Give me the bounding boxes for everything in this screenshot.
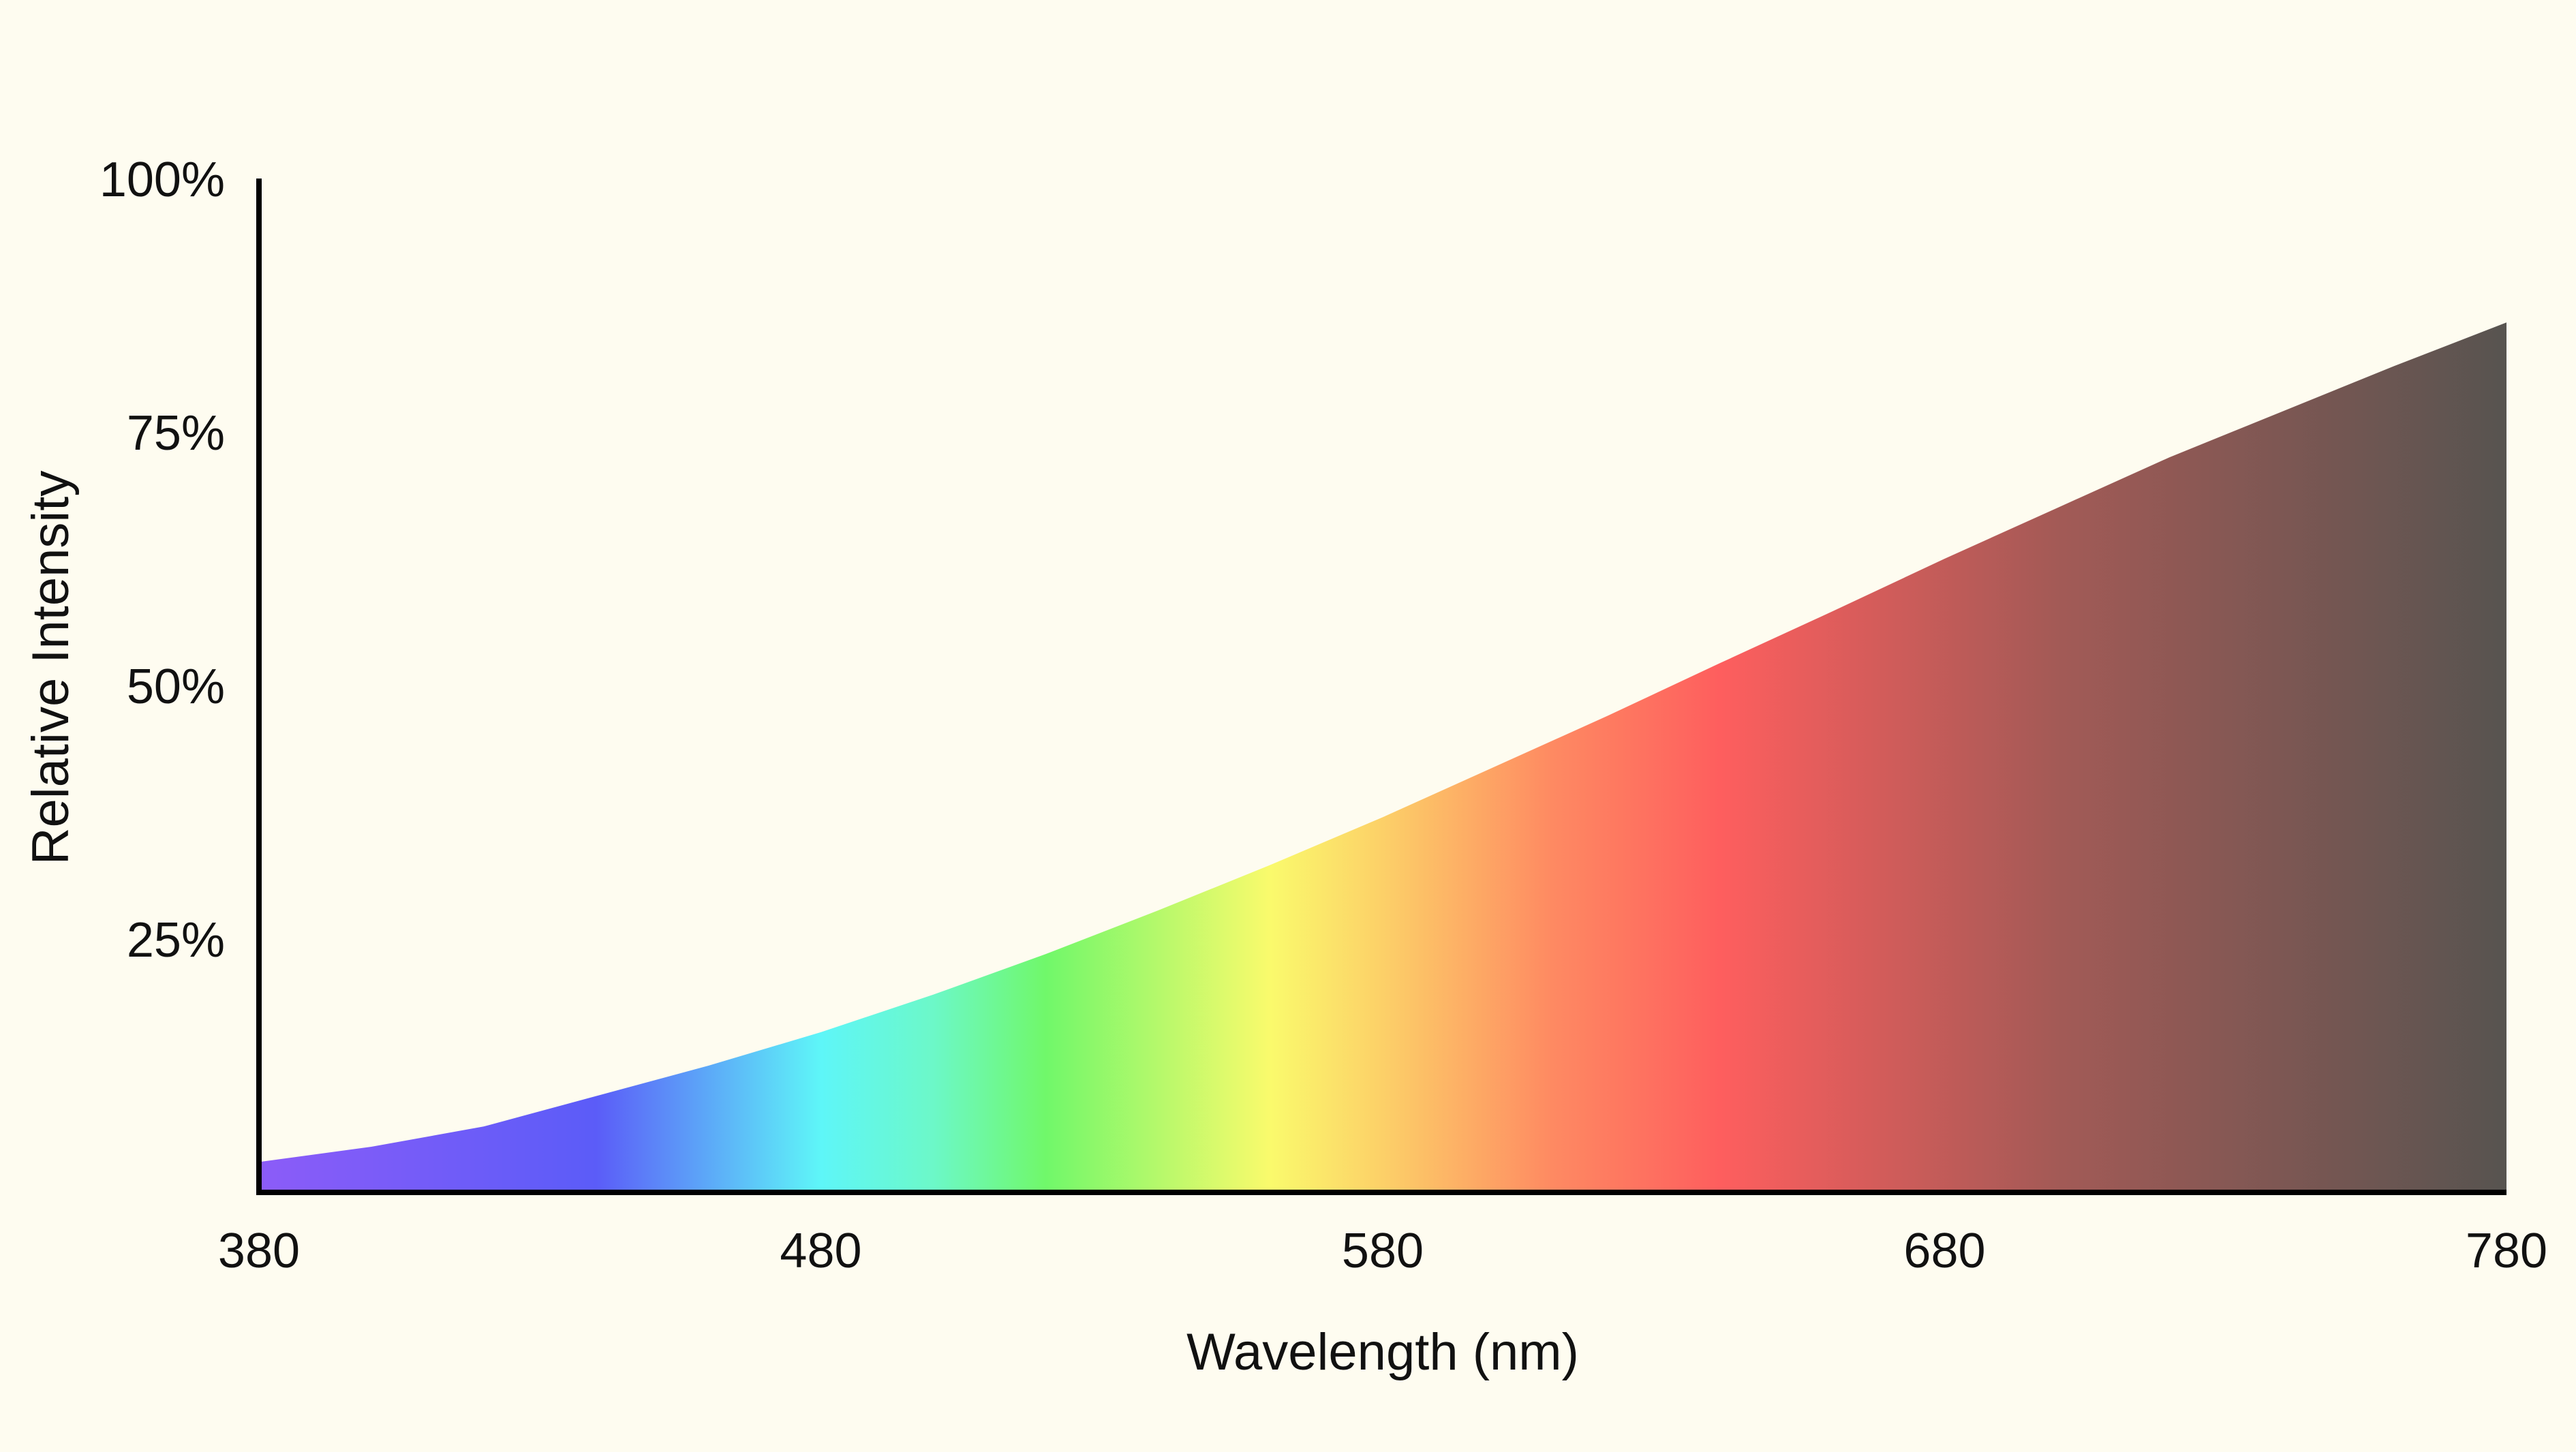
y-axis-ticks: 25% 50% 75% 100%	[99, 153, 225, 968]
y-tick-label: 50%	[127, 660, 225, 714]
x-tick-label: 780	[2466, 1224, 2547, 1278]
y-tick-label: 25%	[127, 913, 225, 968]
x-tick-label: 580	[1342, 1224, 1424, 1278]
x-axis-ticks: 380 480 580 680 780	[218, 1224, 2547, 1278]
x-tick-label: 680	[1903, 1224, 1985, 1278]
x-tick-label: 480	[780, 1224, 861, 1278]
y-tick-label: 75%	[127, 406, 225, 461]
spectrum-area	[259, 322, 2506, 1192]
x-axis-title: Wavelength (nm)	[1186, 1323, 1579, 1381]
x-tick-label: 380	[218, 1224, 300, 1278]
y-tick-label: 100%	[99, 153, 225, 207]
plot-area	[256, 179, 2506, 1195]
y-axis-title: Relative Intensity	[22, 471, 80, 865]
